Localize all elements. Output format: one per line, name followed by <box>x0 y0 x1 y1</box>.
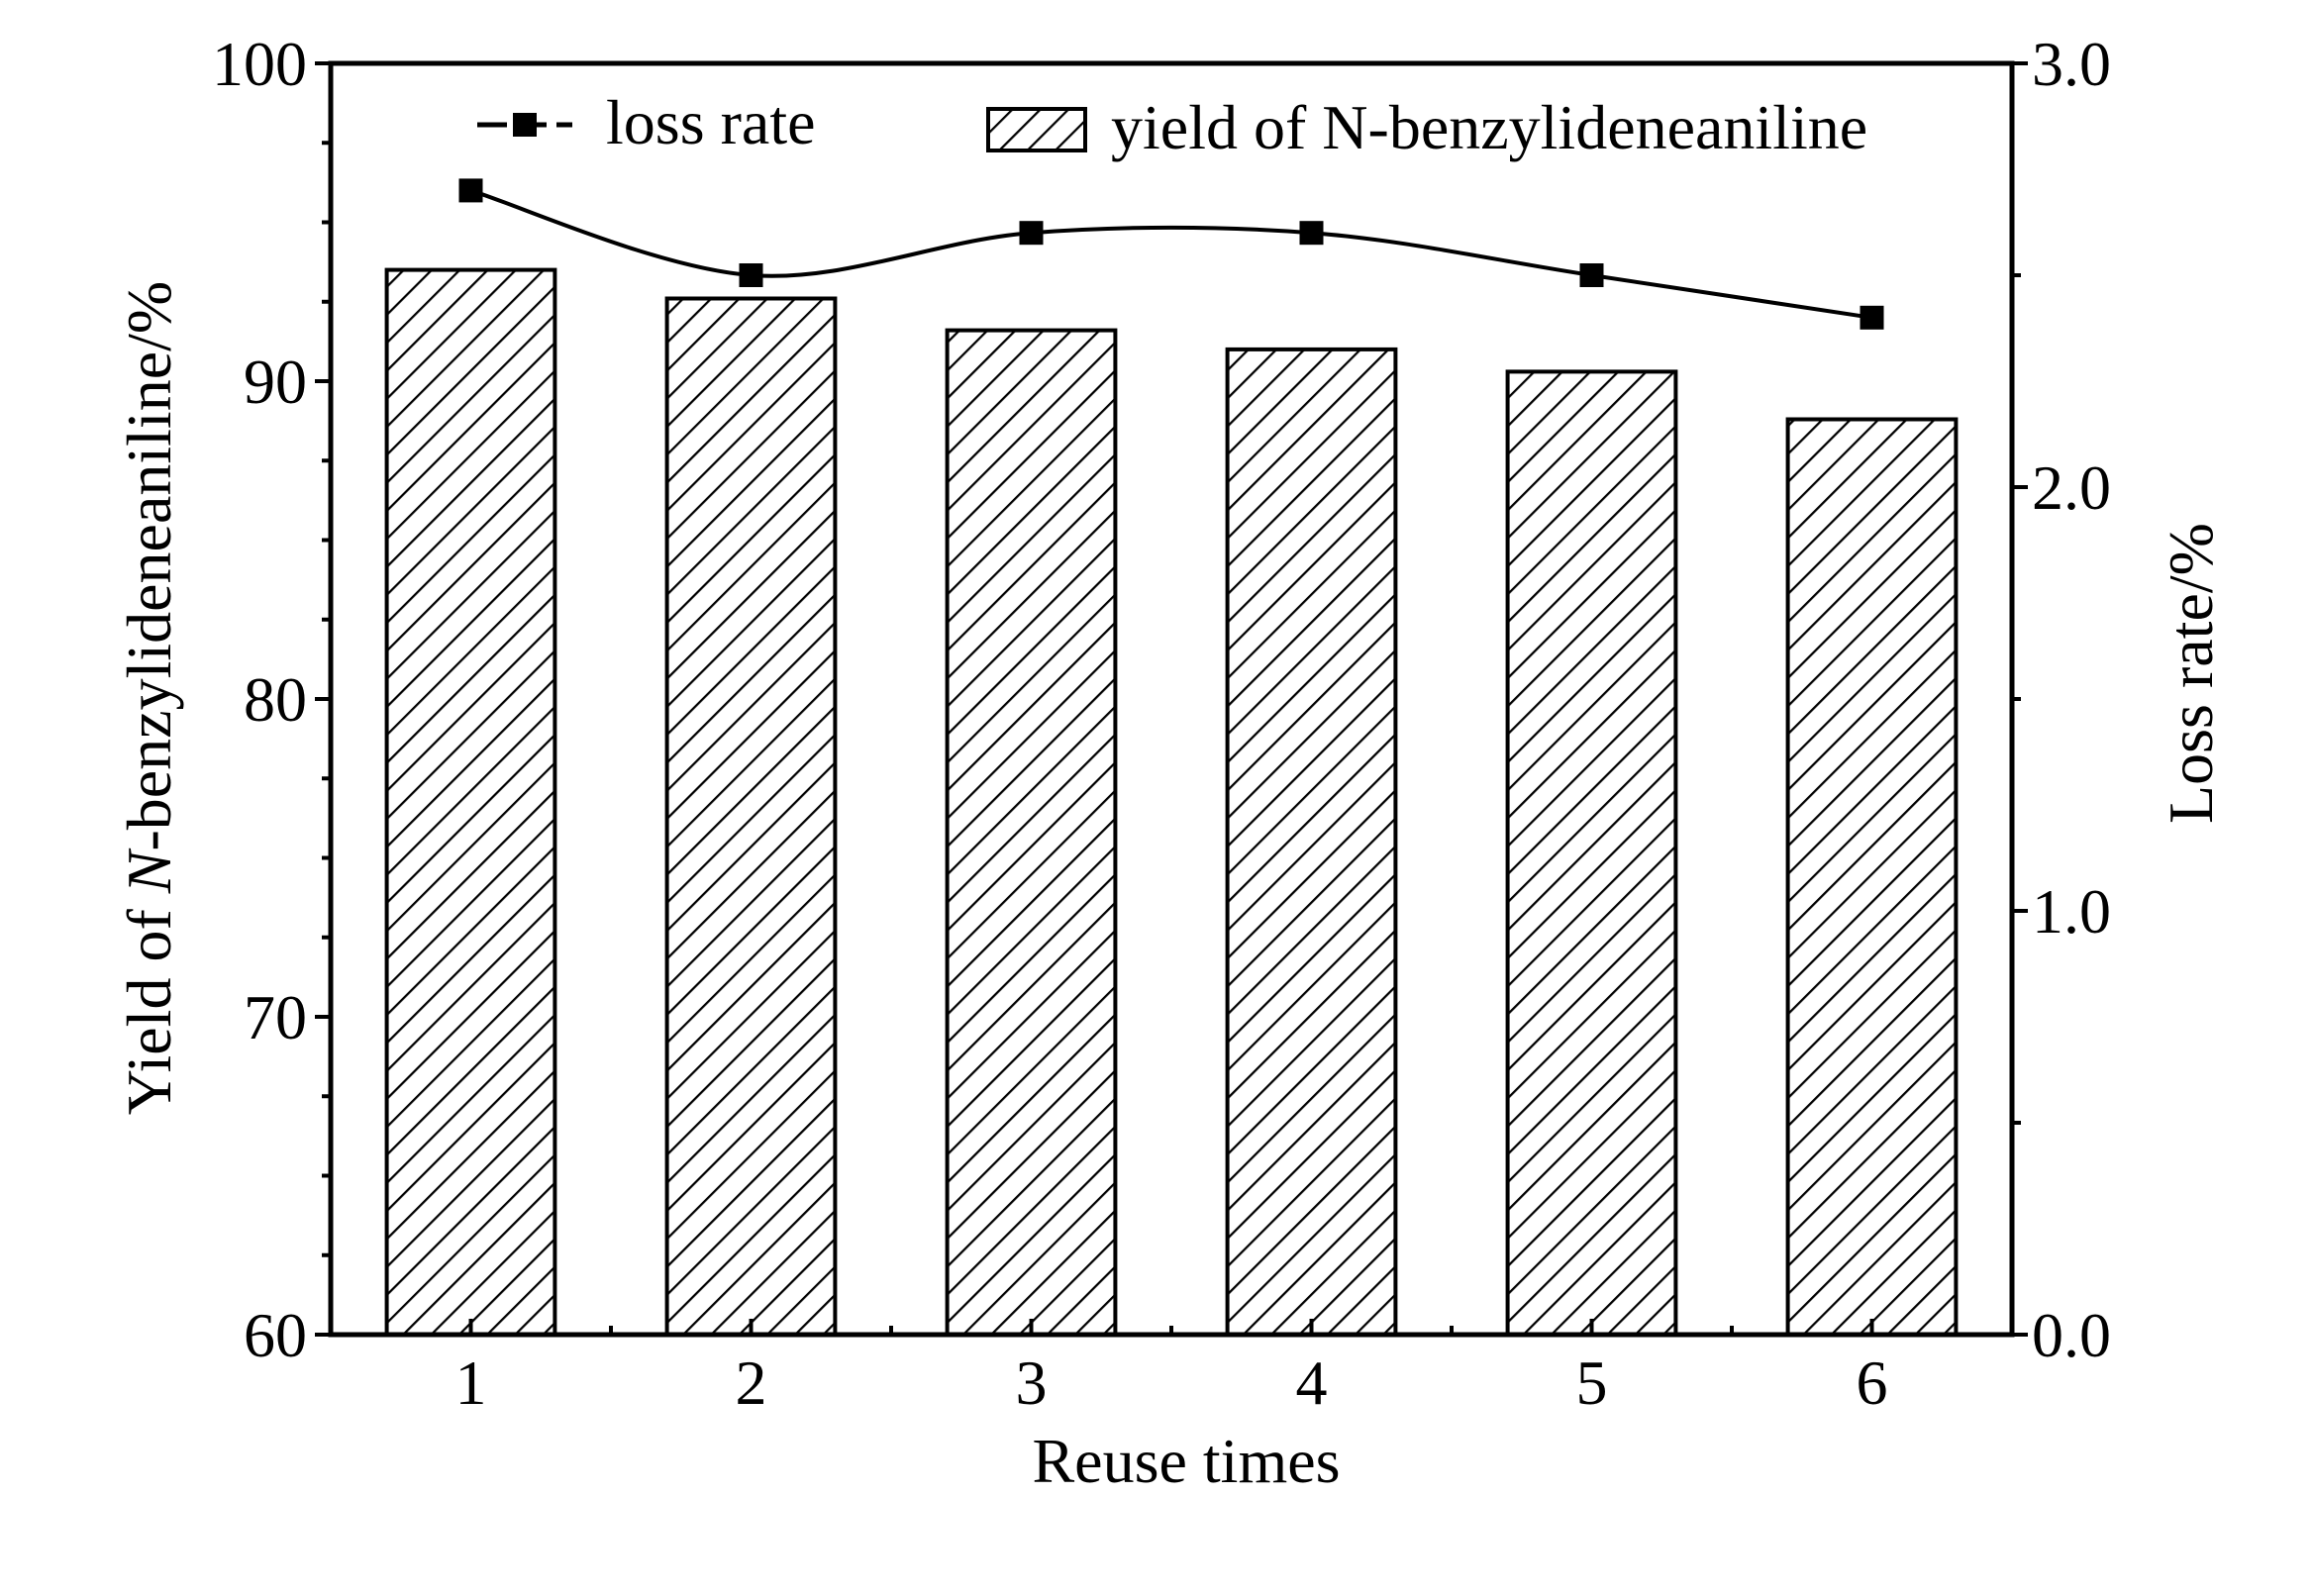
bar-reuse-2 <box>664 296 838 1337</box>
bar-reuse-3 <box>945 328 1118 1338</box>
loss-rate-line <box>469 188 1872 320</box>
loss-rate-point-5 <box>1579 263 1604 287</box>
y-axis-title-suffix: -benzylideneaniline/% <box>114 281 184 851</box>
legend-item-loss-rate: loss rate <box>477 87 816 157</box>
y-axis-title-prefix: Yield of <box>114 893 184 1115</box>
bar-reuse-6 <box>1785 417 1959 1337</box>
y-tick-label-100: 100 <box>212 29 307 99</box>
legend-item-yield: yield of N-benzylideneaniline <box>986 92 1867 162</box>
bars-layer <box>384 267 1959 1338</box>
x-tick-label-6: 6 <box>1857 1347 1888 1418</box>
x-tick-label-2: 2 <box>736 1347 767 1418</box>
y-axis-title: Yield of N-benzylideneaniline/% <box>114 281 184 1115</box>
y-tick-label-60: 60 <box>244 1300 307 1370</box>
loss-rate-point-3 <box>1019 221 1044 246</box>
y-tick-label-80: 80 <box>244 664 307 735</box>
legend-label-yield: yield of N-benzylideneaniline <box>1111 92 1867 162</box>
x-axis-title: Reuse times <box>1032 1426 1340 1496</box>
loss-rate-point-2 <box>739 263 763 287</box>
x-tick-label-4: 4 <box>1296 1347 1328 1418</box>
loss-rate-point-4 <box>1299 221 1324 246</box>
y-axis-title-italic: N <box>114 848 184 894</box>
x-tick-label-3: 3 <box>1016 1347 1048 1418</box>
legend-square-marker <box>513 113 537 137</box>
x-tick-label-1: 1 <box>455 1347 487 1418</box>
y2-tick-label-3.0: 3.0 <box>2032 29 2111 99</box>
legend: loss rate yield of N-benzylideneaniline <box>477 87 1867 162</box>
bar-reuse-4 <box>1225 347 1398 1337</box>
ticks-layer: 1 2 3 4 5 6 60 70 80 90 100 0.0 1.0 2.0 3.0 <box>212 29 2111 1418</box>
y2-tick-label-2.0: 2.0 <box>2032 452 2111 523</box>
y2-tick-label-0.0: 0.0 <box>2032 1300 2111 1370</box>
x-tick-label-5: 5 <box>1576 1347 1608 1418</box>
loss-rate-point-1 <box>458 178 483 203</box>
y2-tick-label-1.0: 1.0 <box>2032 876 2111 947</box>
loss-rate-point-6 <box>1860 305 1884 330</box>
y-tick-label-70: 70 <box>244 982 307 1052</box>
y2-axis-title: Loss rate/% <box>2156 523 2226 824</box>
bar-reuse-1 <box>384 267 557 1338</box>
y-tick-label-90: 90 <box>244 347 307 417</box>
plot-frame <box>328 60 2015 1338</box>
loss-rate-layer <box>458 178 1884 330</box>
legend-hatch-swatch <box>986 107 1087 152</box>
legend-label-loss-rate: loss rate <box>606 87 816 157</box>
bar-reuse-5 <box>1505 369 1678 1337</box>
